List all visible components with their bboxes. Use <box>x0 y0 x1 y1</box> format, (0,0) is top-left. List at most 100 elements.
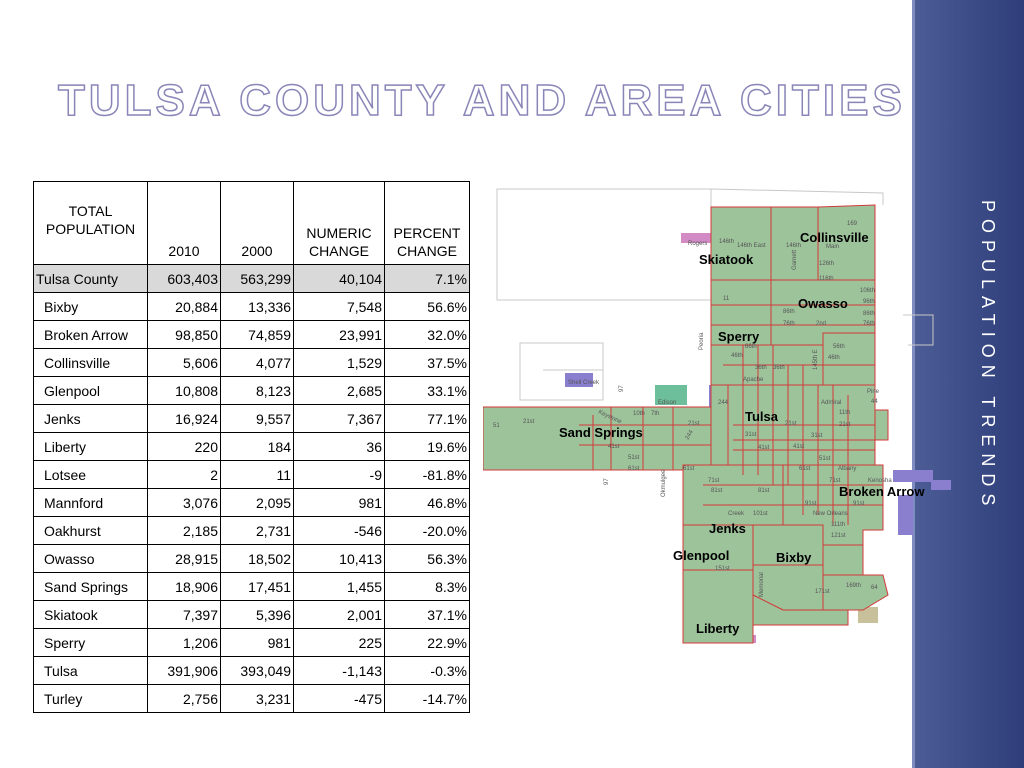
svg-text:111th: 111th <box>831 522 845 528</box>
cell-2010: 20,884 <box>147 292 221 321</box>
table-row: Sand Springs 18,906 17,451 1,455 8.3% <box>33 572 470 601</box>
svg-text:Main: Main <box>826 244 839 250</box>
svg-text:169th: 169th <box>846 583 861 589</box>
svg-text:41st: 41st <box>793 444 805 450</box>
svg-text:21st: 21st <box>688 421 700 427</box>
table-row: Collinsville 5,606 4,077 1,529 37.5% <box>33 348 470 377</box>
page-title: TULSA COUNTY AND AREA CITIES <box>57 75 906 126</box>
map-label-glenpool: Glenpool <box>673 548 729 563</box>
table-row: Skiatook 7,397 5,396 2,001 37.1% <box>33 600 470 629</box>
map-label-skiatook: Skiatook <box>699 252 754 267</box>
cell-2010: 18,906 <box>147 572 221 601</box>
cell-numeric-change: 2,685 <box>293 376 385 405</box>
cell-2000: 3,231 <box>220 684 294 713</box>
cell-2000: 9,557 <box>220 404 294 433</box>
header-percent-change: PERCENT CHANGE <box>384 181 470 265</box>
svg-text:31st: 31st <box>811 433 823 439</box>
cell-city: Mannford <box>33 488 148 517</box>
cell-2000: 981 <box>220 628 294 657</box>
svg-text:145th E: 145th E <box>813 349 819 370</box>
cell-2000: 74,859 <box>220 320 294 349</box>
table-row: Turley 2,756 3,231 -475 -14.7% <box>33 684 470 713</box>
cell-percent-change: 46.8% <box>384 488 470 517</box>
cell-2000: 18,502 <box>220 544 294 573</box>
cell-city: Owasso <box>33 544 148 573</box>
cell-2010: 220 <box>147 432 221 461</box>
cell-2010: 5,606 <box>147 348 221 377</box>
cell-numeric-change: 10,413 <box>293 544 385 573</box>
table-row: Tulsa 391,906 393,049 -1,143 -0.3% <box>33 656 470 685</box>
table-row: Mannford 3,076 2,095 981 46.8% <box>33 488 470 517</box>
cell-2000: 2,731 <box>220 516 294 545</box>
table-header-row: TOTAL POPULATION 2010 2000 NUMERIC CHANG… <box>33 181 470 265</box>
svg-text:91st: 91st <box>853 501 865 507</box>
svg-text:126th: 126th <box>819 261 834 267</box>
cell-numeric-change: -475 <box>293 684 385 713</box>
svg-text:169: 169 <box>847 221 858 227</box>
table-row: Oakhurst 2,185 2,731 -546 -20.0% <box>33 516 470 545</box>
svg-text:Apache: Apache <box>743 377 764 383</box>
header-total-population: TOTAL POPULATION <box>33 181 148 265</box>
svg-text:97: 97 <box>619 385 625 392</box>
svg-text:146th East: 146th East <box>737 243 766 249</box>
cell-city: Glenpool <box>33 376 148 405</box>
header-2010: 2010 <box>147 181 221 265</box>
cell-city: Skiatook <box>33 600 148 629</box>
cell-percent-change: 37.5% <box>384 348 470 377</box>
svg-text:71st: 71st <box>708 478 720 484</box>
svg-text:51st: 51st <box>628 455 640 461</box>
svg-text:11th: 11th <box>839 410 850 416</box>
svg-text:61st: 61st <box>628 466 640 472</box>
cell-city: Broken Arrow <box>33 320 148 349</box>
cell-2010: 7,397 <box>147 600 221 629</box>
svg-text:41st: 41st <box>758 445 770 451</box>
cell-2010: 2 <box>147 460 221 489</box>
cell-percent-change: 22.9% <box>384 628 470 657</box>
cell-percent-change: 7.1% <box>384 264 470 293</box>
cell-2010: 10,808 <box>147 376 221 405</box>
cell-numeric-change: 1,529 <box>293 348 385 377</box>
cell-2010: 2,756 <box>147 684 221 713</box>
cell-numeric-change: 7,548 <box>293 292 385 321</box>
cell-city: Tulsa County <box>33 264 148 293</box>
map-label-tulsa: Tulsa <box>745 409 779 424</box>
cell-percent-change: -0.3% <box>384 656 470 685</box>
cell-2000: 2,095 <box>220 488 294 517</box>
svg-text:151st: 151st <box>715 566 730 572</box>
svg-text:97: 97 <box>604 478 610 485</box>
map-label-collinsville: Collinsville <box>800 230 869 245</box>
svg-text:Shell Creek: Shell Creek <box>568 380 600 386</box>
cell-city: Oakhurst <box>33 516 148 545</box>
cell-numeric-change: 981 <box>293 488 385 517</box>
cell-2000: 393,049 <box>220 656 294 685</box>
cell-percent-change: 56.3% <box>384 544 470 573</box>
cell-numeric-change: 7,367 <box>293 404 385 433</box>
cell-2000: 13,336 <box>220 292 294 321</box>
cell-city: Bixby <box>33 292 148 321</box>
cell-2000: 17,451 <box>220 572 294 601</box>
svg-text:Kenosha: Kenosha <box>868 478 892 484</box>
cell-city: Sand Springs <box>33 572 148 601</box>
cell-2000: 8,123 <box>220 376 294 405</box>
table-row: Broken Arrow 98,850 74,859 23,991 32.0% <box>33 320 470 349</box>
cell-city: Turley <box>33 684 148 713</box>
svg-text:New Orleans: New Orleans <box>813 511 848 517</box>
cell-numeric-change: 1,455 <box>293 572 385 601</box>
svg-text:86th: 86th <box>863 311 875 317</box>
svg-text:56th: 56th <box>833 344 845 350</box>
cell-percent-change: 8.3% <box>384 572 470 601</box>
svg-text:31st: 31st <box>745 432 757 438</box>
svg-text:Garnett: Garnett <box>792 250 798 270</box>
svg-text:96th: 96th <box>863 299 875 305</box>
header-2000: 2000 <box>220 181 294 265</box>
cell-percent-change: -81.8% <box>384 460 470 489</box>
svg-text:44: 44 <box>871 399 878 405</box>
svg-text:76th: 76th <box>783 321 795 327</box>
svg-text:51st: 51st <box>819 456 831 462</box>
cell-numeric-change: -546 <box>293 516 385 545</box>
cell-city: Tulsa <box>33 656 148 685</box>
cell-2010: 2,185 <box>147 516 221 545</box>
cell-percent-change: 32.0% <box>384 320 470 349</box>
svg-text:81st: 81st <box>758 488 770 494</box>
svg-text:Okmulgee: Okmulgee <box>661 469 667 497</box>
